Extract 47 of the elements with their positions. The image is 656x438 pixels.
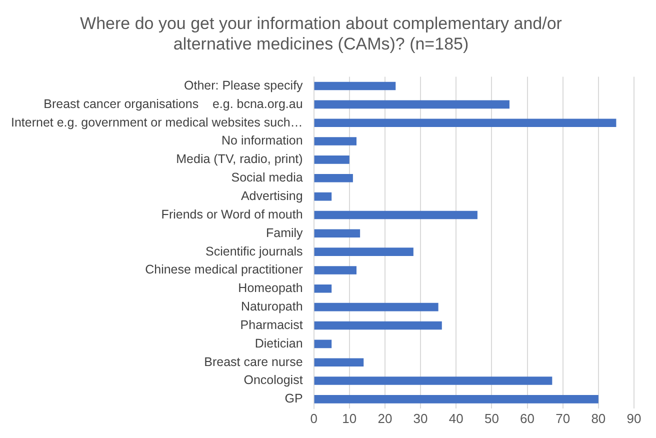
bar (314, 192, 332, 201)
bar (314, 395, 598, 404)
y-tick-label: Internet e.g. government or medical websites such… (10, 115, 303, 130)
bar (314, 340, 332, 348)
bar (314, 321, 442, 330)
y-tick-label: No information (222, 134, 303, 148)
y-tick-label: Advertising (240, 189, 303, 203)
bar (314, 229, 360, 238)
x-tick-label: 10 (342, 410, 357, 426)
y-tick-label: Social media (231, 170, 303, 185)
y-tick-label: Media (TV, radio, print) (176, 152, 303, 166)
y-tick-label: Dietician (254, 336, 303, 350)
y-tick-label: Naturopath (240, 300, 303, 314)
y-tick-label: Pharmacist (240, 318, 304, 332)
y-tick-label: Breast cancer organisations e.g. bcna.org.au (44, 96, 303, 111)
x-tick-label: 20 (378, 410, 392, 426)
x-tick-label: 0 (310, 410, 318, 426)
y-tick-label: Family (266, 226, 304, 240)
bar (314, 284, 332, 293)
bar (314, 82, 396, 90)
y-tick-label: GP (284, 392, 303, 406)
y-tick-label: Friends or Word of mouth (161, 207, 303, 222)
x-tick-label: 50 (484, 410, 499, 426)
x-tick-label: 80 (591, 410, 606, 426)
bar (314, 210, 478, 220)
bar (314, 156, 350, 164)
bar (314, 358, 364, 366)
x-tick-label: 30 (413, 410, 428, 426)
y-tick-label: Chinese medical practitioner (145, 262, 303, 277)
x-tick-label: 60 (520, 410, 535, 426)
bar (314, 248, 414, 256)
y-tick-label: Homeopath (238, 281, 303, 296)
y-tick-label: Breast care nurse (204, 354, 303, 369)
bar (314, 174, 353, 182)
y-tick-label: Other: Please specify (184, 78, 304, 92)
bar (314, 100, 510, 109)
x-tick-label: 70 (556, 410, 570, 426)
bar (314, 118, 616, 127)
chart-title: Where do you get your information about complementary and/or alternative medicines (CAMs)? (n=185) (80, 14, 562, 54)
bar (314, 302, 438, 312)
bar (314, 137, 356, 146)
bar (314, 266, 356, 274)
y-tick-label: Oncologist (244, 373, 304, 388)
bar (314, 376, 552, 385)
x-tick-label: 90 (626, 410, 642, 426)
x-tick-label: 40 (448, 410, 464, 426)
y-tick-label: Scientific journals (206, 244, 303, 258)
